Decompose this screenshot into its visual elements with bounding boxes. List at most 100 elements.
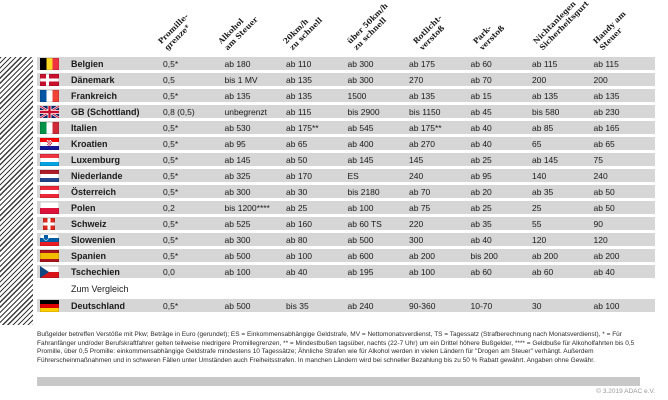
flag-cell	[37, 299, 71, 312]
fine-value-promille: 0,0	[163, 266, 175, 277]
fine-value-20kmh: ab 110	[286, 58, 312, 69]
fine-value-gurt: 25	[532, 202, 542, 213]
column-header-handy: Handy am Steuer	[591, 9, 628, 52]
decorative-hatch-stripe	[0, 57, 33, 325]
fine-value-promille: 0,5*	[163, 186, 179, 197]
fine-value-20kmh: ab 40	[286, 266, 308, 277]
fine-value-handy: ab 50	[593, 186, 615, 197]
fine-value-promille: 0,5*	[163, 218, 179, 229]
fine-value-alkohol: ab 500	[224, 250, 251, 261]
fine-value-rotlicht: 240	[409, 170, 424, 181]
column-header-alkohol: Alkohol am Steuer	[216, 14, 260, 52]
fine-value-handy: 240	[593, 170, 608, 181]
fine-value-rotlicht: bis 1150	[409, 106, 441, 117]
fine-value-park: ab 25	[470, 202, 492, 213]
table-row: Luxemburg 0,5* ab 145 ab 50 ab 145 145 a…	[37, 153, 655, 166]
fine-value-gurt: 200	[532, 74, 547, 85]
country-flag-icon	[40, 249, 59, 262]
fine-value-promille: 0,5*	[163, 90, 179, 101]
fine-value-20kmh: ab 115	[286, 106, 312, 117]
fine-value-park: ab 60	[470, 266, 492, 277]
fine-value-park: 10-70	[470, 300, 493, 311]
fine-value-20kmh: ab 135	[286, 74, 312, 85]
fine-value-rotlicht: 145	[409, 154, 424, 165]
comparison-row-container: Deutschland 0,5* ab 500 bis 35 ab 240 90…	[37, 299, 655, 315]
table-row: Schweiz 0,5* ab 525 ab 160 ab 60 TS 220 …	[37, 217, 655, 230]
fine-value-gurt: ab 35	[532, 186, 554, 197]
union-jack-icon	[40, 105, 59, 118]
column-header-20kmh: 20km/h zu schnell	[281, 15, 324, 52]
fine-value-promille: 0,5*	[163, 122, 179, 133]
flag-cell	[37, 265, 71, 278]
country-flag-icon	[40, 233, 59, 246]
fine-value-rotlicht: ab 100	[409, 266, 435, 277]
fine-value-alkohol: ab 100	[224, 266, 251, 277]
fine-value-gurt: ab 200	[532, 250, 558, 261]
flag-cell	[37, 57, 71, 70]
country-name: Dänemark	[71, 74, 115, 85]
table-row: Tschechien 0,0 ab 100 ab 40 ab 195 ab 10…	[37, 265, 655, 278]
fine-value-promille: 0,8 (0,5)	[163, 106, 195, 117]
fine-value-alkohol: ab 300	[224, 186, 251, 197]
fine-value-alkohol: ab 530	[224, 122, 251, 133]
fine-value-handy: ab 115	[593, 58, 619, 69]
fine-value-alkohol: ab 180	[224, 58, 251, 69]
fine-value-20kmh: ab 25	[286, 202, 308, 213]
fine-value-gurt: ab 85	[532, 122, 554, 133]
fine-value-rotlicht: ab 175**	[409, 122, 442, 133]
country-name: Belgien	[71, 58, 104, 69]
country-flag-icon	[40, 89, 59, 102]
fine-value-handy: 75	[593, 154, 603, 165]
fine-value-alkohol: ab 135	[224, 90, 251, 101]
fine-value-20kmh: ab 135	[286, 90, 312, 101]
fine-value-park: ab 40	[470, 234, 492, 245]
country-name: Frankreich	[71, 90, 118, 101]
country-flag-icon	[40, 169, 59, 182]
country-name: Niederlande	[71, 170, 123, 181]
country-name: Österreich	[71, 186, 117, 197]
fine-value-promille: 0,5*	[163, 170, 179, 181]
flag-cell	[37, 169, 71, 182]
country-name: Italien	[71, 122, 98, 133]
table-row: Spanien 0,5* ab 500 ab 100 ab 600 ab 200…	[37, 249, 655, 262]
fine-value-20kmh: ab 170	[286, 170, 312, 181]
table-row: Dänemark 0,5 bis 1 MV ab 135 ab 300 270 …	[37, 73, 655, 86]
country-flag-icon	[40, 121, 59, 134]
flag-cell	[37, 201, 71, 214]
fine-value-rotlicht: ab 175	[409, 58, 435, 69]
country-name: Deutschland	[71, 300, 126, 311]
fine-value-50kmh: ab 145	[347, 154, 374, 165]
fine-value-handy: 90	[593, 218, 603, 229]
fine-value-50kmh: ab 300	[347, 74, 374, 85]
fine-value-20kmh: ab 80	[286, 234, 308, 245]
fine-value-park: ab 60	[470, 58, 492, 69]
fine-value-50kmh: ab 60 TS	[347, 218, 382, 229]
fine-value-rotlicht: 300	[409, 234, 424, 245]
country-flag-icon	[40, 105, 59, 118]
fine-value-alkohol: ab 525	[224, 218, 251, 229]
fine-value-gurt: ab 115	[532, 58, 558, 69]
fine-value-alkohol: ab 325	[224, 170, 251, 181]
fine-value-park: ab 20	[470, 186, 492, 197]
fine-value-20kmh: bis 35	[286, 300, 309, 311]
flag-cell	[37, 89, 71, 102]
fine-value-rotlicht: ab 200	[409, 250, 435, 261]
fine-value-park: ab 70	[470, 74, 492, 85]
comparison-label: Zum Vergleich	[71, 284, 129, 294]
table-row: Österreich 0,5* ab 300 ab 30 bis 2180 ab…	[37, 185, 655, 198]
fine-value-park: ab 35	[470, 218, 492, 229]
fine-value-promille: 0,5*	[163, 58, 179, 69]
fine-value-park: ab 45	[470, 106, 492, 117]
country-name: Polen	[71, 202, 96, 213]
fine-value-alkohol: bis 1200****	[224, 202, 270, 213]
fine-value-50kmh: ab 195	[347, 266, 374, 277]
country-name: Schweiz	[71, 218, 107, 229]
column-header-rotlicht: Rotlicht- verstoß	[411, 13, 446, 52]
table-row: Frankreich 0,5* ab 135 ab 135 1500 ab 13…	[37, 89, 655, 102]
fine-value-gurt: ab 135	[532, 90, 558, 101]
fine-value-50kmh: ab 300	[347, 58, 374, 69]
country-flag-icon	[40, 137, 59, 150]
flag-cell	[37, 217, 71, 230]
fine-value-20kmh: ab 100	[286, 250, 312, 261]
copyright-text: © 3.2019 ADAC e.V.	[596, 388, 655, 395]
